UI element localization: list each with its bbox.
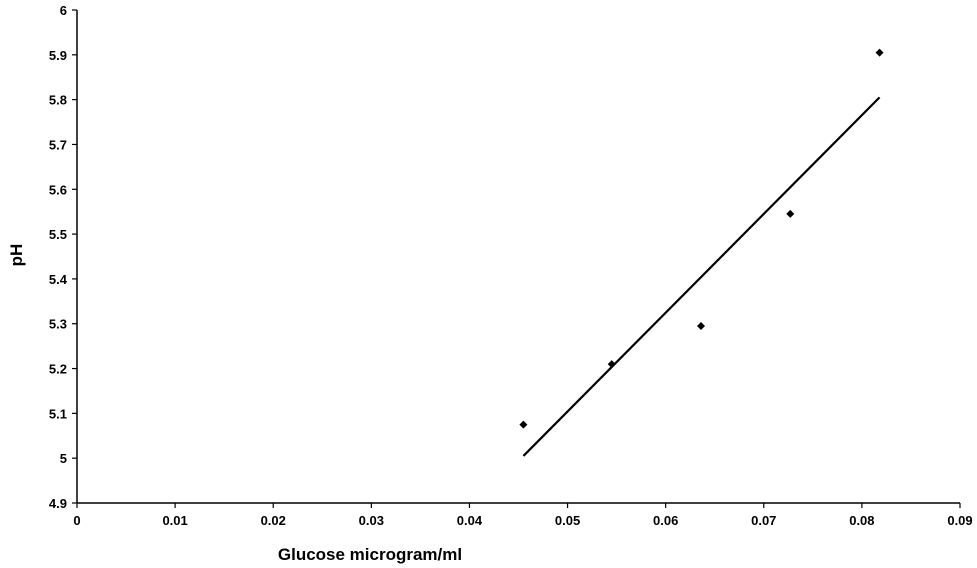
x-tick-label: 0.03 xyxy=(359,513,384,528)
x-axis-title: Glucose microgram/ml xyxy=(278,545,462,564)
x-tick-label: 0.05 xyxy=(555,513,580,528)
y-tick-label: 6 xyxy=(60,3,67,18)
y-tick-label: 5 xyxy=(60,451,67,466)
y-tick-label: 5.4 xyxy=(49,272,68,287)
linear-trendline xyxy=(522,96,881,457)
x-tick-label: 0.04 xyxy=(457,513,483,528)
y-axis-title: pH xyxy=(7,244,26,267)
y-tick-label: 5.1 xyxy=(49,406,67,421)
x-axis-ticks: 0 0.01 0.02 0.03 0.04 0.05 0.06 0.07 0.08 0.09 xyxy=(73,503,973,528)
y-tick-label: 4.9 xyxy=(49,496,67,511)
x-tick-label: 0.02 xyxy=(261,513,286,528)
data-point-diamond xyxy=(519,420,528,429)
y-axis-ticks: 4.9 5 5.1 5.2 5.3 5.4 5.5 5.6 5.7 5.8 5.9 6 xyxy=(49,3,77,511)
data-point-diamond xyxy=(875,48,884,57)
x-tick-label: 0 xyxy=(73,513,80,528)
y-tick-label: 5.8 xyxy=(49,93,67,108)
data-point-diamond xyxy=(786,209,795,218)
trendline-group xyxy=(522,96,881,457)
y-tick-label: 5.3 xyxy=(49,317,67,332)
x-tick-label: 0.07 xyxy=(751,513,776,528)
data-points xyxy=(519,48,884,429)
x-tick-label: 0.01 xyxy=(162,513,187,528)
data-point-diamond xyxy=(607,360,616,369)
y-tick-label: 5.6 xyxy=(49,182,67,197)
y-tick-label: 5.5 xyxy=(49,227,67,242)
x-tick-label: 0.09 xyxy=(947,513,972,528)
x-tick-label: 0.08 xyxy=(849,513,874,528)
data-point-diamond xyxy=(696,321,705,330)
y-tick-label: 5.9 xyxy=(49,48,67,63)
x-tick-label: 0.06 xyxy=(653,513,678,528)
y-tick-label: 5.7 xyxy=(49,137,67,152)
y-tick-label: 5.2 xyxy=(49,362,67,377)
